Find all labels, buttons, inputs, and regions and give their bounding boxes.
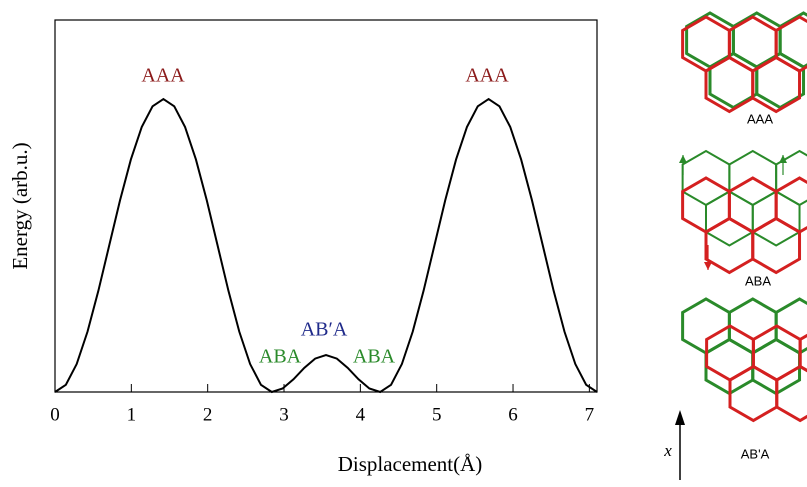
annotation: AAA [141,65,185,87]
hexagon [798,333,807,373]
hexagon [774,176,807,234]
hexagon [751,216,802,275]
annotation: ABA [353,346,396,368]
annotation: ABA [259,346,302,368]
x-tick-label: 2 [203,404,213,425]
panel-label: AAA [747,111,773,126]
hexagon [775,364,807,423]
hexagon [751,55,802,114]
x-tick-label: 1 [127,404,137,425]
arrow-head [679,155,687,163]
x-axis-label: Displacement(Å) [338,452,483,476]
stacking-diagram: AAA ABA AB'A x [663,11,807,480]
arrow-head [704,262,712,270]
x-tick-label: 4 [356,404,366,425]
x-tick-label: 7 [585,404,595,425]
x-tick-label: 5 [432,404,442,425]
annotation: AAA [465,65,509,87]
x-arrow-head [675,410,685,425]
panel-label: ABA [745,273,771,288]
axis-label: x [663,441,672,460]
panel-label: AB'A [741,446,770,461]
arrow-head [779,155,787,163]
hexagon [751,190,801,247]
y-axis-label: Energy (arb.u.) [8,142,32,269]
hexagon [774,297,807,355]
x-tick-label: 6 [508,404,518,425]
x-tick-label: 0 [50,404,60,425]
annotation: AB′A [301,319,348,341]
hexagon [704,55,755,114]
plot-frame [54,19,598,393]
x-tick-label: 3 [279,404,289,425]
energy-curve [54,97,598,394]
